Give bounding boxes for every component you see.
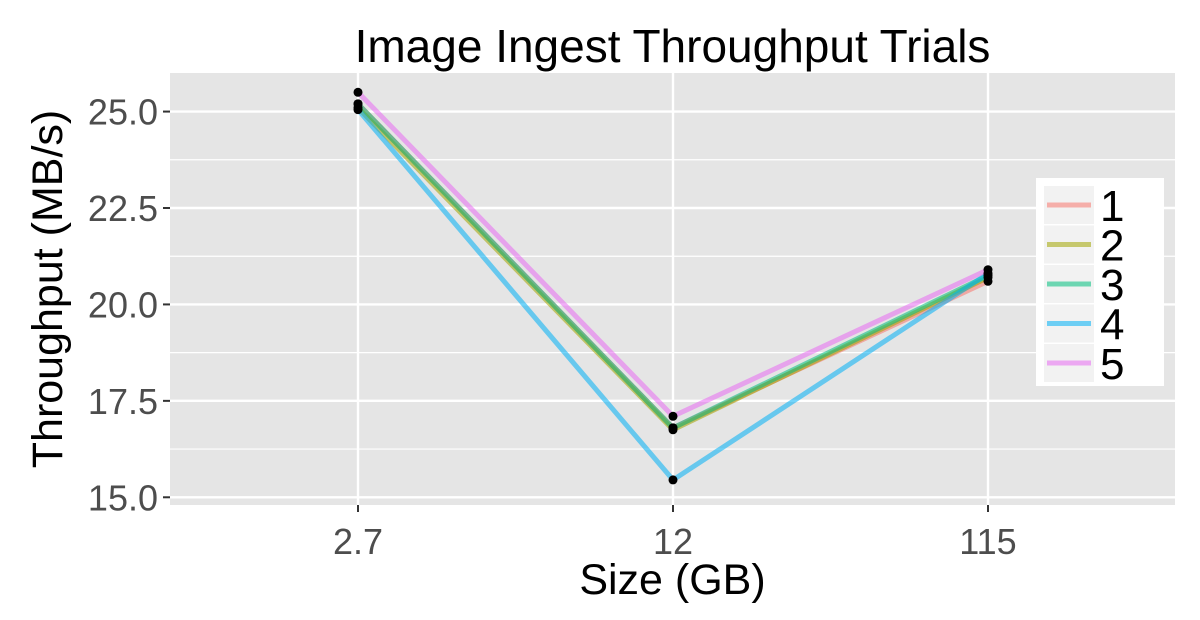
- x-tick-label: 115: [959, 521, 1016, 562]
- legend-label-5: 5: [1100, 340, 1124, 389]
- y-tick-label: 25.0: [88, 92, 158, 133]
- data-point: [668, 423, 678, 433]
- x-tick-label: 2.7: [333, 521, 383, 562]
- data-point: [353, 105, 363, 115]
- legend-label-3: 3: [1100, 261, 1124, 310]
- legend-label-1: 1: [1100, 182, 1124, 231]
- y-tick-label: 15.0: [88, 477, 158, 518]
- chart-title: Image Ingest Throughput Trials: [355, 20, 991, 72]
- data-point: [353, 87, 363, 97]
- data-points: [353, 87, 993, 485]
- data-point: [668, 475, 678, 485]
- y-tick-label: 17.5: [88, 381, 158, 422]
- axes: 15.0 17.5 20.0 22.5 25.0 2.7 12 115: [88, 92, 1017, 562]
- legend-label-2: 2: [1100, 222, 1124, 271]
- x-axis-title: Size (GB): [579, 556, 765, 604]
- legend-label-4: 4: [1100, 301, 1124, 350]
- data-point: [983, 265, 993, 275]
- y-tick-label: 22.5: [88, 188, 158, 229]
- x-tick-label: 12: [653, 521, 693, 562]
- data-point: [668, 411, 678, 421]
- y-axis-title: Throughput (MB/s): [24, 110, 72, 468]
- y-tick-label: 20.0: [88, 284, 158, 325]
